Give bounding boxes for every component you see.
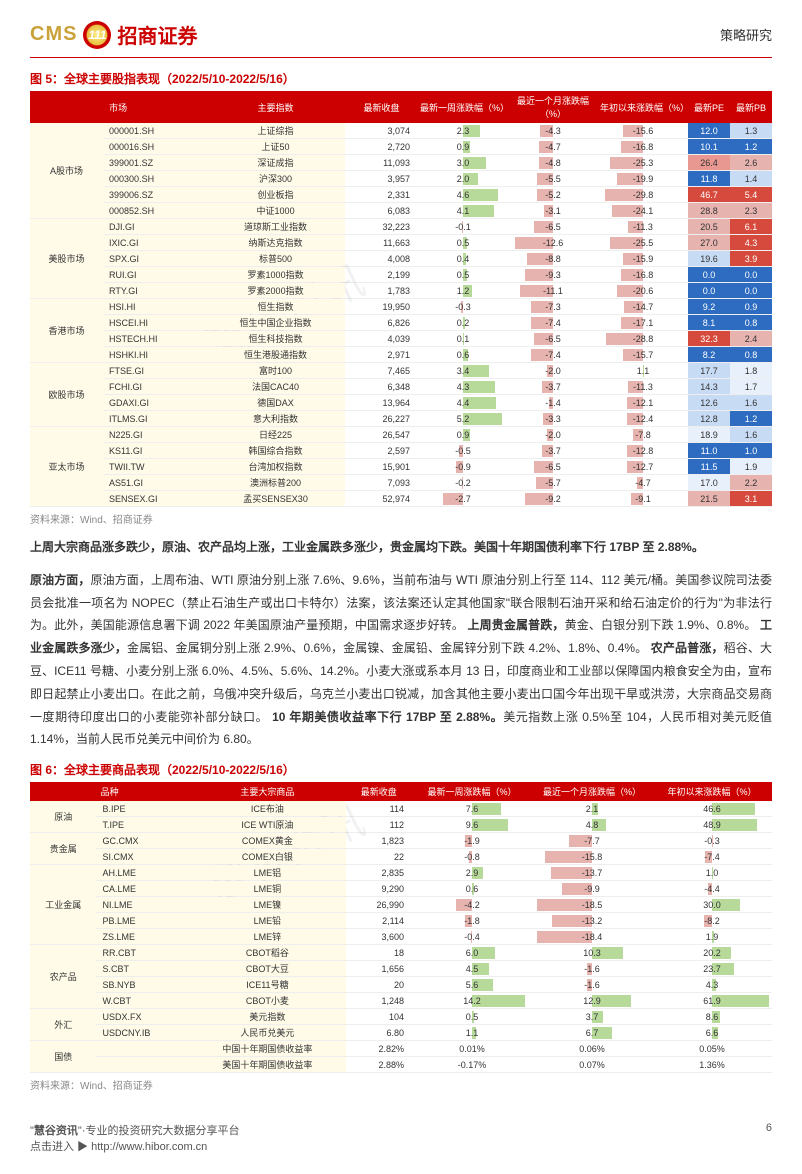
fig5-source: 资料来源：Wind、招商证券 — [30, 511, 772, 526]
logo: CMS 111 招商证券 — [30, 20, 197, 49]
para2: 原油方面，原油方面，上周布油、WTI 原油分别上涨 7.6%、9.6%，当前布油… — [30, 569, 772, 751]
fig6-source: 资料来源：Wind、招商证券 — [30, 1077, 772, 1092]
fig5-title: 图 5：全球主要股指表现（2022/5/10-2022/5/16） — [30, 70, 772, 87]
logo-cn-text: 招商证券 — [117, 20, 197, 49]
header-category: 策略研究 — [720, 25, 772, 44]
footer: "慧谷资讯"·专业的投资研究大数据分享平台 点击进入 ▶ http://www.… — [30, 1122, 772, 1154]
logo-icon: 111 — [83, 21, 111, 49]
fig5-table: 市场主要指数最新收盘最新一周涨跌幅（%）最近一个月涨跌幅（%）年初以来涨跌幅（%… — [30, 91, 772, 507]
fig6-table: 品种主要大宗商品最新收盘最新一周涨跌幅（%）最近一个月涨跌幅（%）年初以来涨跌幅… — [30, 782, 772, 1073]
page-number: 6 — [766, 1122, 772, 1154]
fig6-title: 图 6：全球主要商品表现（2022/5/10-2022/5/16） — [30, 761, 772, 778]
footer-left: "慧谷资讯"·专业的投资研究大数据分享平台 点击进入 ▶ http://www.… — [30, 1122, 239, 1154]
para1: 上周大宗商品涨多跌少，原油、农产品均上涨，工业金属跌多涨少，贵金属均下跌。美国十… — [30, 536, 772, 559]
footer-link[interactable]: http://www.hibor.com.cn — [91, 1141, 207, 1153]
page-header: CMS 111 招商证券 策略研究 — [30, 20, 772, 58]
logo-cms-text: CMS — [30, 23, 77, 46]
page: CMS 111 招商证券 策略研究 慧谷资讯 慧谷资讯 图 5：全球主要股指表现… — [0, 0, 802, 1174]
